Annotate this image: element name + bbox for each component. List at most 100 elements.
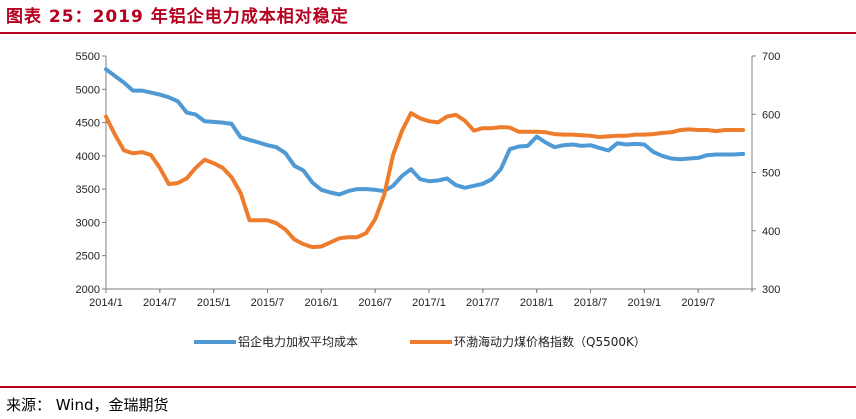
cost-series-point <box>563 144 565 146</box>
coal-index-series-point <box>581 134 583 136</box>
x-tick-label: 2018/7 <box>574 297 608 309</box>
right-tick-label: 600 <box>762 109 780 121</box>
cost-series-point <box>186 112 188 114</box>
coal-index-series-point <box>365 232 367 234</box>
cost-series-point <box>195 114 197 116</box>
line-chart: 2000 2500 3000 3500 4000 4500 5000 5500 300 400 5… <box>76 51 781 349</box>
cost-series-point <box>608 150 609 151</box>
coal-index-series-point <box>168 183 170 185</box>
left-tick-label: 5000 <box>76 84 100 96</box>
right-tick-label: 300 <box>762 284 780 296</box>
cost-series-point <box>616 142 618 144</box>
coal-index-series-point <box>572 134 573 136</box>
coal-index-series-point <box>123 149 125 151</box>
coal-index-series-point <box>616 135 618 137</box>
coal-index-series-point <box>545 131 547 133</box>
x-tick-label: 2019/7 <box>681 297 715 309</box>
coal-index-series-point <box>652 133 654 135</box>
coal-index-series-point <box>634 134 636 136</box>
coal-index-series-point <box>491 127 493 129</box>
coal-index-series-point <box>311 246 313 248</box>
x-tick-label: 2014/7 <box>143 297 177 309</box>
cost-series-point <box>365 188 367 190</box>
coal-index-series-line <box>104 111 746 250</box>
coal-index-series-point <box>258 219 260 221</box>
coal-index-series-point <box>500 126 502 128</box>
x-tick-label: 2016/7 <box>358 297 392 309</box>
cost-series-point <box>500 168 502 170</box>
cost-series-point <box>428 180 430 182</box>
coal-index-series-point <box>249 219 250 221</box>
cost-series-point <box>275 146 277 148</box>
coal-index-series-point <box>195 167 197 169</box>
cost-series-point <box>643 144 645 145</box>
coal-index-series-point <box>608 135 609 137</box>
cost-series-point <box>177 100 179 102</box>
left-tick-label: 4000 <box>76 151 100 163</box>
cost-series-point <box>733 154 735 155</box>
coal-index-series-point <box>625 135 627 137</box>
coal-index-series-point <box>141 151 143 153</box>
cost-series-point <box>329 192 331 193</box>
cost-series-point <box>670 158 672 159</box>
coal-index-series-point <box>132 152 134 154</box>
coal-index-series-point <box>374 218 376 220</box>
cost-series-point <box>518 146 520 147</box>
cost-series-point <box>392 185 394 187</box>
cost-series-point <box>688 158 690 159</box>
coal-index-series-point <box>464 120 466 122</box>
coal-index-series-point <box>401 130 403 132</box>
cost-series-point <box>240 136 242 138</box>
source-divider <box>0 386 856 388</box>
cost-series-point <box>715 154 717 155</box>
x-tick-label: 2017/7 <box>466 297 500 309</box>
cost-series-point <box>697 157 699 159</box>
coal-index-series-point <box>285 229 286 231</box>
coal-index-series-point <box>437 121 439 123</box>
coal-index-series-point <box>293 239 295 240</box>
cost-series-point <box>652 151 654 153</box>
cost-series-point <box>545 142 547 143</box>
coal-index-series-point <box>338 237 340 239</box>
left-tick-label: 5500 <box>76 51 100 63</box>
right-axis: 300 400 500 600 700 <box>751 51 780 296</box>
coal-index-series-point <box>114 134 116 136</box>
coal-index-series-point <box>590 135 591 137</box>
source-note: 来源： Wind，金瑞期货 <box>6 396 169 414</box>
cost-series-point <box>258 142 260 143</box>
coal-index-series-point <box>275 222 277 224</box>
cost-series-point <box>401 175 403 177</box>
cost-series-point <box>419 178 421 180</box>
legend: 铝企电力加权平均成本 环渤海动力煤价格指数（Q5500K） <box>194 334 646 349</box>
coal-index-series-point <box>383 194 385 196</box>
coal-index-series-point <box>509 127 511 129</box>
coal-index-series-point <box>733 129 735 131</box>
left-tick-label: 2500 <box>76 251 100 263</box>
cost-series-point <box>661 155 663 157</box>
coal-index-series-point <box>240 192 242 194</box>
cost-series-point <box>437 180 439 181</box>
coal-index-series-point <box>482 127 484 129</box>
cost-series-point <box>141 90 143 92</box>
legend-label-coal: 环渤海动力煤价格指数（Q5500K） <box>454 334 646 349</box>
coal-index-series-point <box>455 114 457 116</box>
cost-series-point <box>222 122 224 124</box>
coal-index-series-point <box>356 236 358 238</box>
cost-series-point <box>527 145 529 147</box>
cost-series-point <box>464 187 466 189</box>
coal-index-series-point <box>518 131 520 133</box>
cost-series-point <box>150 92 152 94</box>
coal-index-series-point <box>706 129 708 131</box>
cost-series-point <box>267 144 268 146</box>
cost-series-point <box>536 136 538 138</box>
coal-index-series-point <box>177 182 179 184</box>
coal-index-series-point <box>150 154 152 156</box>
right-tick-label: 700 <box>762 51 780 63</box>
coal-index-series-point <box>688 128 690 130</box>
coal-index-series-point <box>742 129 744 131</box>
cost-series-point <box>159 94 161 96</box>
cost-series-point <box>374 189 376 191</box>
x-tick-label: 2015/7 <box>251 297 285 309</box>
left-axis: 2000 2500 3000 3500 4000 4500 5000 5500 <box>76 51 107 296</box>
legend-label-cost: 铝企电力加权平均成本 <box>238 334 358 349</box>
